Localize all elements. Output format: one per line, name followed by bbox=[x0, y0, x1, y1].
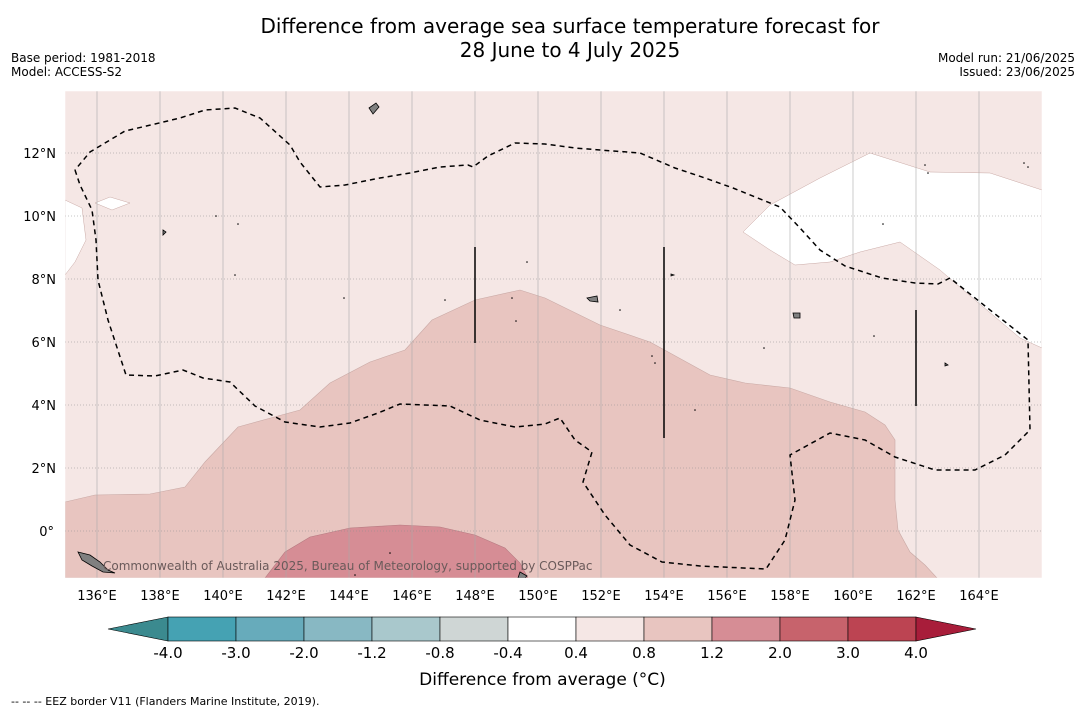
lon-label: 160°E bbox=[833, 589, 873, 604]
model-run: Model run: 21/06/2025 bbox=[937, 51, 1075, 65]
lat-label: 4°N bbox=[32, 399, 57, 414]
longitude-labels: 136°E 138°E 140°E 142°E 144°E 146°E 148°… bbox=[77, 589, 999, 604]
colorbar-tick-label: 3.0 bbox=[836, 644, 860, 662]
lon-label: 154°E bbox=[644, 589, 684, 604]
colorbar-swatch bbox=[507, 616, 577, 642]
colorbar-swatch bbox=[303, 616, 373, 642]
model-name: Model: ACCESS-S2 bbox=[11, 65, 123, 79]
lon-label: 156°E bbox=[707, 589, 747, 604]
title-line-1: Difference from average sea surface temp… bbox=[260, 14, 880, 38]
lon-label: 146°E bbox=[392, 589, 432, 604]
colorbar-tick-label: -1.2 bbox=[357, 644, 386, 662]
colorbar-tick-label: 1.2 bbox=[700, 644, 724, 662]
colorbar-tick-label: -2.0 bbox=[289, 644, 318, 662]
anomaly-band-0.8-1.2 bbox=[65, 289, 938, 578]
lon-label: 158°E bbox=[770, 589, 810, 604]
lon-label: 148°E bbox=[455, 589, 495, 604]
colorbar-tick-label: 4.0 bbox=[904, 644, 928, 662]
lat-label: 2°N bbox=[32, 462, 57, 477]
anomaly-band-1.2-2.0 bbox=[264, 524, 529, 578]
colorbar-under-arrow bbox=[107, 616, 169, 642]
lon-label: 164°E bbox=[959, 589, 999, 604]
colorbar-swatch bbox=[371, 616, 441, 642]
copyright-text: Commonwealth of Australia 2025, Bureau o… bbox=[103, 559, 593, 573]
latitude-gridlines bbox=[65, 152, 1042, 532]
colorbar-tick-label: 0.4 bbox=[564, 644, 588, 662]
colorbar-tick-label: -0.4 bbox=[493, 644, 522, 662]
eez-border bbox=[74, 107, 1031, 570]
lon-label: 140°E bbox=[203, 589, 243, 604]
lat-label: 6°N bbox=[32, 336, 57, 351]
colorbar-swatch bbox=[575, 616, 645, 642]
colorbar-label: Difference from average (°C) bbox=[419, 670, 666, 690]
colorbar-over-arrow bbox=[915, 616, 977, 642]
colorbar-swatch bbox=[439, 616, 509, 642]
islands bbox=[77, 102, 949, 578]
colorbar-swatch bbox=[711, 616, 781, 642]
islets bbox=[215, 162, 1029, 576]
anomaly-band-neutral-small bbox=[94, 196, 131, 211]
longitude-gridlines bbox=[96, 91, 980, 578]
map-area: Commonwealth of Australia 2025, Bureau o… bbox=[65, 91, 1042, 578]
base-period: Base period: 1981-2018 bbox=[11, 51, 156, 65]
colorbar: -4.0 -3.0 -2.0 -1.2 -0.8 -0.4 0.4 0.8 1.2 2.0 3.0 4… bbox=[107, 616, 977, 662]
colorbar-swatch bbox=[643, 616, 713, 642]
colorbar-swatch bbox=[167, 616, 237, 642]
meta-right: Model run: 21/06/2025 Issued: 23/06/2025 bbox=[938, 51, 1075, 79]
lat-label: 12°N bbox=[23, 147, 56, 162]
lat-label: 0° bbox=[39, 525, 54, 540]
anomaly-band-neutral-west bbox=[65, 199, 87, 276]
map-frame bbox=[64, 90, 1043, 579]
colorbar-swatch bbox=[235, 616, 305, 642]
lat-label: 10°N bbox=[23, 210, 56, 225]
latitude-labels: 12°N 10°N 8°N 6°N 4°N 2°N 0° bbox=[23, 147, 56, 540]
eez-legend: -- -- -- EEZ border V11 (Flanders Marine… bbox=[11, 695, 320, 708]
lon-label: 138°E bbox=[140, 589, 180, 604]
issued-date: Issued: 23/06/2025 bbox=[959, 65, 1075, 79]
colorbar-tick-label: -4.0 bbox=[153, 644, 182, 662]
lon-label: 150°E bbox=[518, 589, 558, 604]
colorbar-swatch bbox=[779, 616, 849, 642]
title-line-2: 28 June to 4 July 2025 bbox=[459, 38, 681, 62]
lon-label: 142°E bbox=[266, 589, 306, 604]
colorbar-tick-label: -3.0 bbox=[221, 644, 250, 662]
colorbar-tick-label: 0.8 bbox=[632, 644, 656, 662]
lon-label: 162°E bbox=[896, 589, 936, 604]
lon-label: 152°E bbox=[581, 589, 621, 604]
colorbar-tick-label: 2.0 bbox=[768, 644, 792, 662]
map-title: Difference from average sea surface temp… bbox=[0, 14, 1085, 62]
colorbar-swatch bbox=[847, 616, 917, 642]
lat-label: 8°N bbox=[32, 273, 57, 288]
colorbar-tick-label: -0.8 bbox=[425, 644, 454, 662]
anomaly-band-neutral-east bbox=[742, 152, 1042, 349]
lon-label: 136°E bbox=[77, 589, 117, 604]
lon-label: 144°E bbox=[329, 589, 369, 604]
meta-left: Base period: 1981-2018 Model: ACCESS-S2 bbox=[11, 51, 156, 79]
